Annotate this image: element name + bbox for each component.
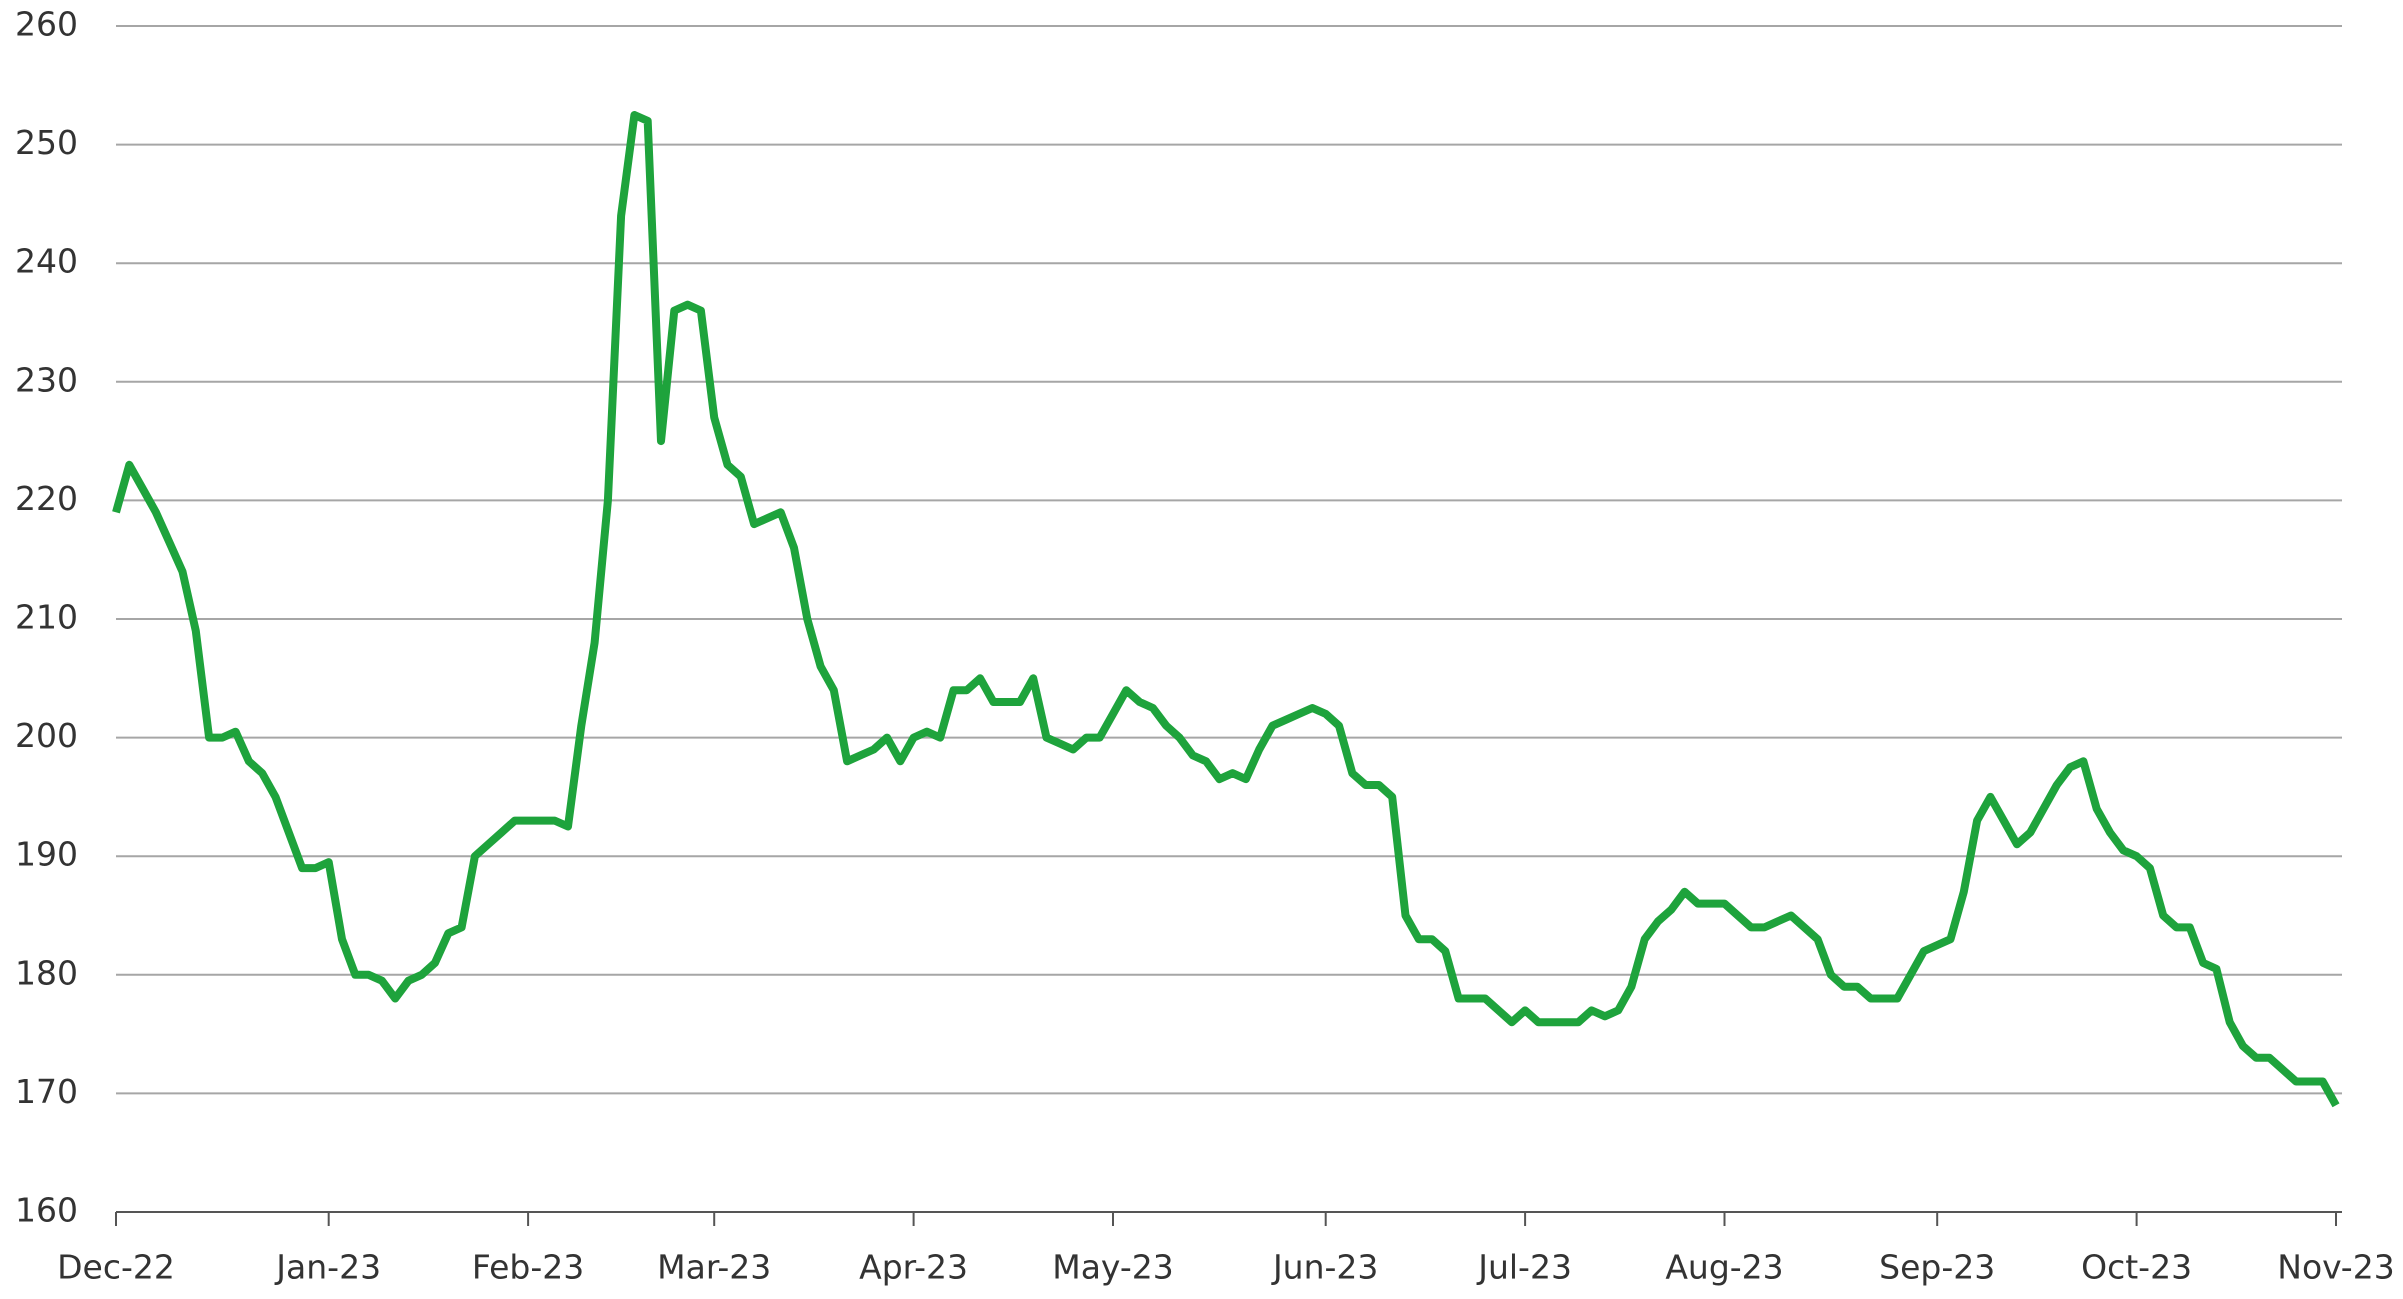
y-tick-label: 170 bbox=[15, 1072, 78, 1111]
x-tick-label: Apr-23 bbox=[859, 1248, 968, 1287]
x-tick-label: Aug-23 bbox=[1665, 1248, 1783, 1287]
x-tick-label: Nov-23 bbox=[2277, 1248, 2394, 1287]
x-tick-label: Dec-22 bbox=[57, 1248, 175, 1287]
y-tick-label: 230 bbox=[15, 360, 78, 399]
line-series bbox=[112, 111, 2340, 1108]
x-tick-label: May-23 bbox=[1052, 1248, 1174, 1287]
x-tick-label: Oct-23 bbox=[2081, 1248, 2192, 1287]
y-tick-label: 250 bbox=[15, 123, 78, 162]
x-tick-label: Jul-23 bbox=[1476, 1248, 1572, 1287]
x-tick-label: Mar-23 bbox=[657, 1248, 771, 1287]
y-tick-label: 240 bbox=[15, 242, 78, 281]
y-tick-label: 210 bbox=[15, 598, 78, 637]
y-tick-label: 160 bbox=[15, 1191, 78, 1230]
y-tick-label: 180 bbox=[15, 953, 78, 992]
y-tick-label: 260 bbox=[15, 5, 78, 44]
x-tick-label: Feb-23 bbox=[472, 1248, 584, 1287]
y-tick-label: 190 bbox=[15, 835, 78, 874]
y-tick-label: 200 bbox=[15, 716, 78, 755]
x-tick-label: Jan-23 bbox=[274, 1248, 381, 1287]
y-tick-label: 220 bbox=[15, 479, 78, 518]
x-tick-label: Sep-23 bbox=[1879, 1248, 1995, 1287]
x-tick-label: Jun-23 bbox=[1271, 1248, 1378, 1287]
